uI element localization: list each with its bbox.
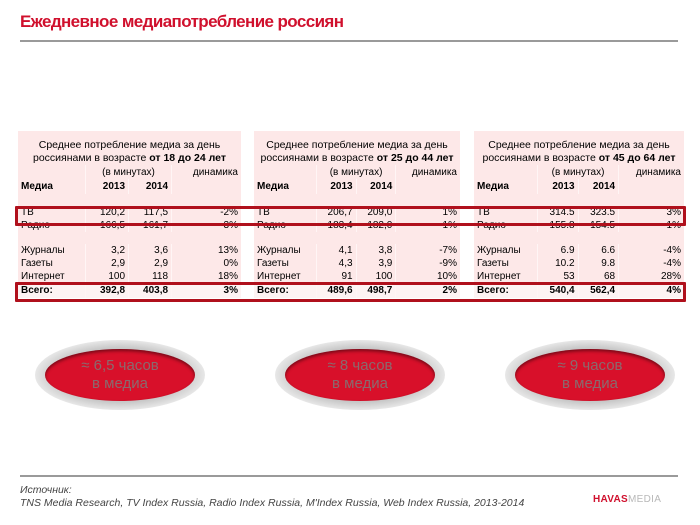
title-divider [20,40,678,42]
table-row: Радио 183,4 182,0 -1% [254,219,460,232]
table-age-25-44: Среднее потребление медиа за день россиян… [254,131,460,298]
table-caption: Среднее потребление медиа за день россиян… [260,139,454,164]
page-title: Ежедневное медиапотребление россиян [20,12,344,31]
summary-oval-25-44: ≈ 8 часов в медиа [275,340,445,410]
col-2013: 2013 [85,179,130,194]
table-caption: Среднее потребление медиа за день россиян… [32,139,227,164]
table-age-18-24: Среднее потребление медиа за день россиян… [18,131,241,298]
unit-label: (в минутах) [537,165,620,179]
dynamics-label: динамика [192,166,238,178]
table-row: Журналы 6.9 6.6 -4% [474,244,684,257]
havas-media-logo: HAVASMEDIA [593,494,662,505]
table-row: Интернет 91 100 10% [254,270,460,283]
unit-label: (в минутах) [85,165,173,179]
table-row: Газеты 10.2 9.8 -4% [474,257,684,270]
col-2013: 2013 [316,179,357,194]
table-row: ТВ 314.5 323.5 3% [474,206,684,219]
table-row: Журналы 4,1 3,8 -7% [254,244,460,257]
table-total-row: Всего: 489,6 498,7 2% [254,283,460,298]
table-row: Журналы 3,2 3,6 13% [18,244,241,257]
table-total-row: Всего: 540,4 562,4 4% [474,283,684,298]
source-text: TNS Media Research, TV Index Russia, Rad… [20,497,525,509]
footer-divider [20,475,678,477]
col-media: Медиа [474,179,539,194]
table-row: Газеты 2,9 2,9 0% [18,257,241,270]
table-row: ТВ 206,7 209,0 1% [254,206,460,219]
dynamics-label: динамика [635,166,681,178]
source-note: Источник: TNS Media Research, TV Index R… [20,484,524,510]
table-row: Радио 166,5 161,7 -3% [18,219,241,232]
unit-label: (в минутах) [316,165,397,179]
table-row: Радио 155.8 154.5 -1% [474,219,684,232]
col-2014: 2014 [578,179,620,194]
table-row: ТВ 120,2 117,5 -2% [18,206,241,219]
col-2014: 2014 [128,179,173,194]
summary-oval-45-64: ≈ 9 часов в медиа [505,340,675,410]
table-caption: Среднее потребление медиа за день россиян… [482,139,676,164]
source-label: Источник: [20,484,72,496]
summary-oval-18-24: ≈ 6,5 часов в медиа [35,340,205,410]
dynamics-label: динамика [411,166,457,178]
table-age-45-64: Среднее потребление медиа за день россиян… [474,131,684,298]
table-row: Газеты 4,3 3,9 -9% [254,257,460,270]
col-2014: 2014 [356,179,397,194]
table-row: Интернет 53 68 28% [474,270,684,283]
col-media: Медиа [254,179,317,194]
table-total-row: Всего: 392,8 403,8 3% [18,283,241,298]
table-row: Интернет 100 118 18% [18,270,241,283]
col-2013: 2013 [537,179,579,194]
col-media: Медиа [18,179,86,194]
